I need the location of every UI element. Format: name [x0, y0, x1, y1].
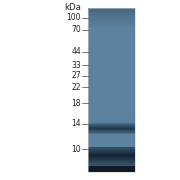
- Text: 22: 22: [71, 82, 81, 91]
- Text: 100: 100: [66, 14, 81, 22]
- Text: kDa: kDa: [64, 3, 81, 12]
- Bar: [88, 8, 135, 172]
- Text: 70: 70: [71, 26, 81, 35]
- Text: 18: 18: [71, 98, 81, 107]
- Text: 10: 10: [71, 145, 81, 154]
- Text: 14: 14: [71, 120, 81, 129]
- Text: 44: 44: [71, 48, 81, 57]
- Text: 27: 27: [71, 71, 81, 80]
- Text: 33: 33: [71, 60, 81, 69]
